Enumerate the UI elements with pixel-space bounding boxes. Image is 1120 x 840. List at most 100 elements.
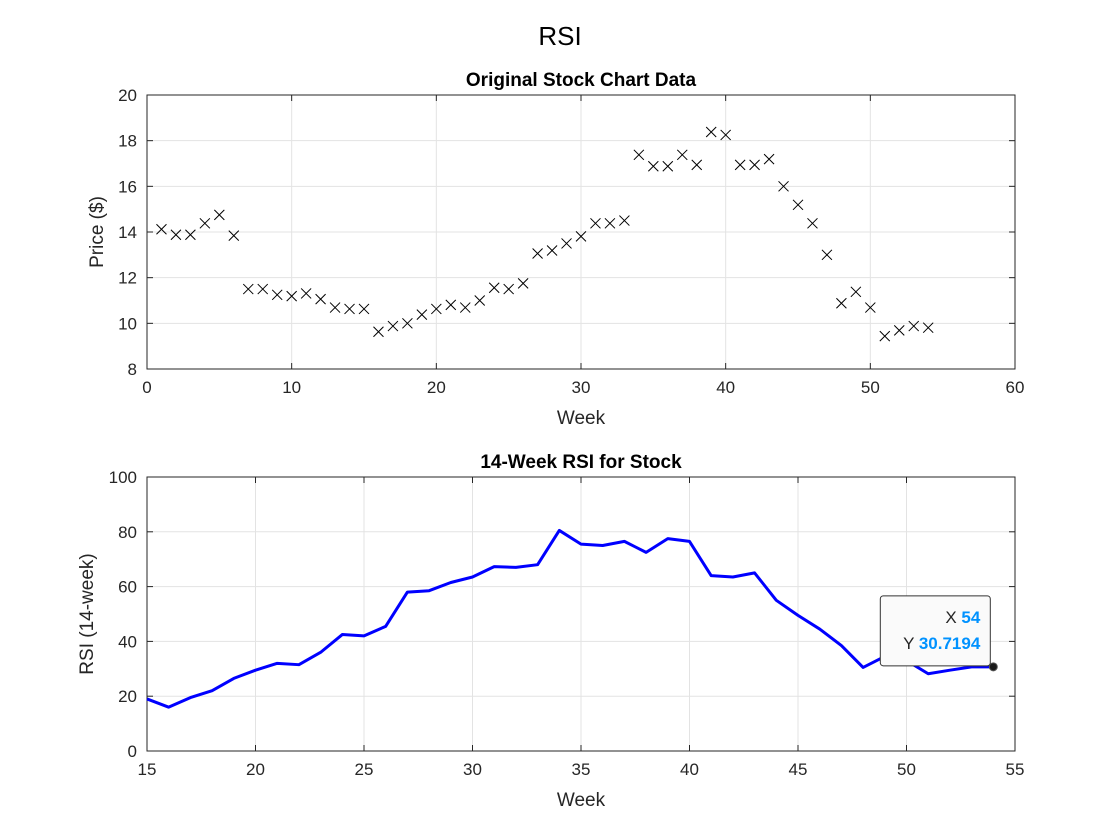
price-y-tick-label: 16: [118, 177, 137, 196]
price-data-point[interactable]: [459, 302, 471, 313]
rsi-axes-box: [146, 476, 1016, 752]
rsi-x-tick-label: 25: [355, 760, 374, 779]
price-data-point[interactable]: [329, 302, 341, 313]
price-x-tick-label: 30: [572, 378, 591, 397]
price-data-point[interactable]: [821, 249, 833, 261]
datatip-box[interactable]: [879, 595, 991, 667]
rsi-y-tick-label: 20: [118, 687, 137, 706]
rsi-x-tick-label: 15: [138, 760, 157, 779]
rsi-x-tick-label: 30: [463, 760, 482, 779]
price-data-point[interactable]: [705, 126, 717, 138]
price-axes-box: [146, 94, 1016, 370]
rsi-y-tick-label: 60: [118, 578, 137, 597]
price-y-tick-label: 10: [118, 314, 137, 333]
price-data-point[interactable]: [257, 283, 269, 295]
rsi-y-tick-label: 0: [128, 742, 137, 761]
price-data-point[interactable]: [430, 303, 442, 315]
price-data-point[interactable]: [315, 293, 326, 305]
price-x-tick-label: 60: [1006, 378, 1025, 397]
rsi-y-axis-label: RSI (14-week): [77, 553, 98, 674]
price-data-point[interactable]: [720, 129, 732, 141]
datatip-x-label: X: [945, 608, 961, 627]
price-data-point[interactable]: [286, 290, 298, 302]
price-data-point[interactable]: [647, 160, 659, 172]
price-scatter-axes[interactable]: Original Stock Chart Data Week Price ($)…: [87, 70, 1024, 429]
price-data-point[interactable]: [242, 283, 254, 295]
price-data-point[interactable]: [792, 199, 804, 211]
datatip-y-value: 30.7194: [919, 634, 981, 653]
price-data-point[interactable]: [532, 248, 543, 259]
price-y-tick-label: 8: [128, 360, 137, 379]
rsi-x-tick-label: 50: [897, 760, 916, 779]
datatip-marker[interactable]: [988, 662, 998, 672]
price-data-point[interactable]: [402, 317, 413, 329]
price-data-point[interactable]: [517, 278, 529, 289]
rsi-y-tick-label: 100: [109, 468, 137, 487]
price-data-point[interactable]: [185, 229, 196, 241]
rsi-x-tick-label: 40: [680, 760, 699, 779]
price-y-tick-label: 18: [118, 132, 137, 151]
price-y-tick-label: 14: [118, 223, 137, 242]
rsi-x-tick-label: 45: [789, 760, 808, 779]
price-data-point[interactable]: [662, 160, 674, 172]
price-data-point[interactable]: [807, 217, 818, 229]
price-y-axis-label: Price ($): [87, 196, 108, 268]
price-data-point[interactable]: [691, 159, 703, 171]
price-data-point[interactable]: [546, 245, 558, 256]
price-data-point[interactable]: [358, 303, 370, 315]
price-data-point[interactable]: [300, 288, 312, 299]
price-data-point[interactable]: [908, 320, 920, 332]
rsi-series-line[interactable]: [146, 528, 994, 709]
price-data-point[interactable]: [879, 330, 891, 342]
price-data-point[interactable]: [503, 283, 515, 295]
price-data-point[interactable]: [344, 303, 355, 315]
price-data-point[interactable]: [836, 297, 847, 309]
price-data-point[interactable]: [474, 295, 486, 306]
price-data-point[interactable]: [156, 223, 167, 235]
rsi-x-tick-label: 20: [246, 760, 265, 779]
price-data-point[interactable]: [561, 238, 572, 249]
price-data-point[interactable]: [575, 230, 587, 242]
price-data-point[interactable]: [199, 217, 211, 229]
price-data-point[interactable]: [387, 320, 399, 332]
price-x-axis-label: Week: [557, 408, 606, 429]
price-x-tick-label: 0: [142, 378, 151, 397]
price-x-tick-label: 20: [427, 378, 446, 397]
price-data-point[interactable]: [228, 230, 240, 242]
price-data-point[interactable]: [416, 309, 428, 321]
price-chart-title: Original Stock Chart Data: [466, 70, 697, 91]
price-data-point[interactable]: [850, 286, 862, 298]
price-x-tick-label: 10: [282, 378, 301, 397]
price-data-point[interactable]: [763, 153, 775, 165]
datatip-x-value: 54: [961, 608, 980, 627]
price-data-point[interactable]: [734, 159, 746, 171]
datatip-y-label: Y: [903, 634, 919, 653]
datatip-y-row: Y 30.7194: [903, 634, 981, 653]
price-data-point[interactable]: [170, 229, 182, 241]
price-data-point[interactable]: [893, 325, 905, 336]
datatip-x-row: X 54: [945, 608, 981, 627]
price-y-tick-label: 12: [118, 269, 137, 288]
price-data-point[interactable]: [778, 180, 789, 192]
price-data-point[interactable]: [604, 217, 616, 229]
price-data-point[interactable]: [590, 217, 601, 229]
price-data-point[interactable]: [445, 299, 457, 311]
rsi-x-axis-label: Week: [557, 790, 606, 811]
figure-title: RSI: [538, 21, 581, 51]
price-data-point[interactable]: [213, 209, 225, 221]
price-data-point[interactable]: [488, 282, 500, 294]
rsi-chart-title: 14-Week RSI for Stock: [480, 452, 682, 473]
rsi-x-tick-label: 55: [1006, 760, 1025, 779]
price-data-point[interactable]: [922, 322, 934, 334]
rsi-line-axes[interactable]: 14-Week RSI for Stock Week RSI (14-week)…: [77, 452, 1024, 811]
price-x-tick-label: 50: [861, 378, 880, 397]
price-data-point[interactable]: [373, 326, 384, 338]
price-data-point[interactable]: [676, 149, 688, 161]
price-data-point[interactable]: [271, 289, 283, 301]
price-data-point[interactable]: [619, 215, 630, 226]
price-data-point[interactable]: [633, 149, 645, 161]
rsi-x-tick-label: 35: [572, 760, 591, 779]
price-data-point[interactable]: [864, 302, 876, 313]
price-data-point[interactable]: [749, 159, 760, 171]
